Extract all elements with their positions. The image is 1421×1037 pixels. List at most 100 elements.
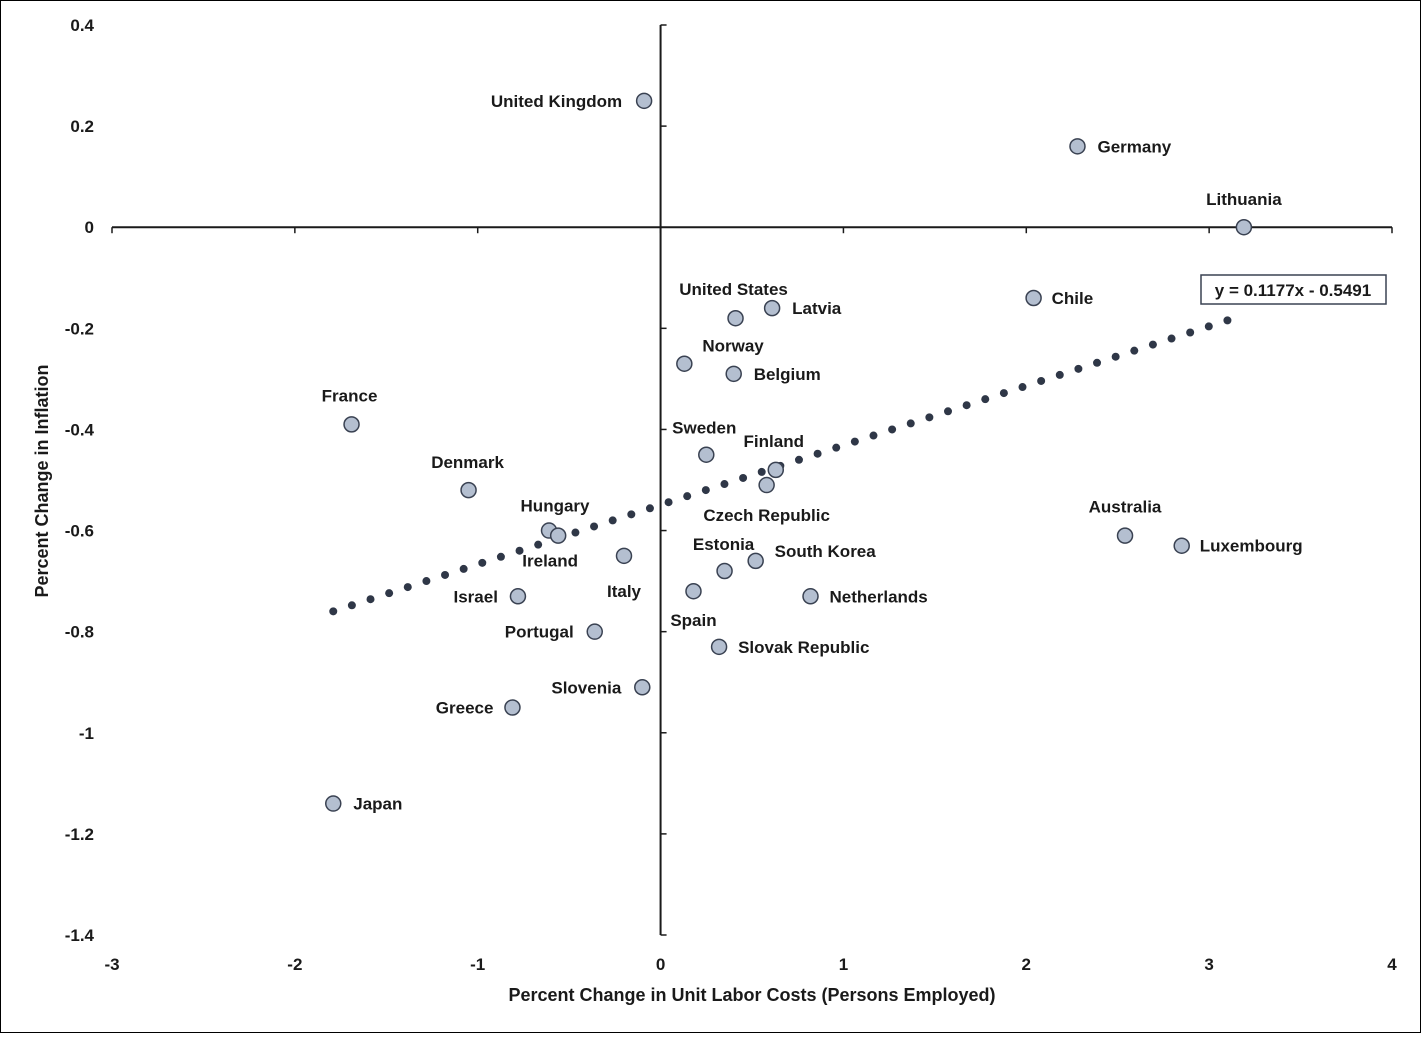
- x-axis-title: Percent Change in Unit Labor Costs (Pers…: [508, 985, 995, 1005]
- x-tick-label: 2: [1022, 955, 1031, 974]
- y-tick-label: 0.4: [70, 16, 94, 35]
- point-label-australia: Australia: [1089, 498, 1162, 517]
- trendline-equation-label: y = 0.1177x - 0.5491: [1215, 281, 1371, 300]
- point-label-portugal: Portugal: [505, 623, 574, 642]
- trendline-dot: [1111, 352, 1120, 361]
- data-point-spain: [685, 582, 702, 600]
- x-tick-label: 4: [1387, 955, 1397, 974]
- data-point-south-korea: [747, 552, 764, 570]
- y-tick-label: 0.2: [70, 117, 94, 136]
- trendline-dot: [720, 480, 729, 489]
- x-tick-label: -3: [104, 955, 119, 974]
- point-label-south-korea: South Korea: [775, 542, 877, 561]
- point-label-finland: Finland: [744, 432, 804, 451]
- point-label-chile: Chile: [1052, 289, 1094, 308]
- point-label-united-kingdom: United Kingdom: [491, 92, 622, 111]
- data-point-united-kingdom: [635, 92, 653, 110]
- data-point-latvia: [763, 299, 781, 317]
- data-point-italy: [615, 547, 633, 565]
- trendline-equation-frame: [1200, 274, 1387, 305]
- x-tick-label: -2: [287, 955, 302, 974]
- trendline-dot: [645, 504, 654, 513]
- trendline-dot: [1074, 364, 1083, 373]
- y-tick-label: -0.2: [65, 319, 94, 338]
- trendline-dot: [1204, 322, 1213, 331]
- trendline-equation-box: y = 0.1177x - 0.5491: [1200, 274, 1387, 305]
- data-point-australia: [1116, 527, 1134, 544]
- y-tick-label: -1: [79, 724, 94, 743]
- trendline-dot: [347, 601, 356, 610]
- data-point-france: [343, 416, 360, 433]
- trendline-dot: [1018, 383, 1027, 392]
- y-tick-label: -0.8: [65, 623, 94, 642]
- data-point-slovenia: [634, 679, 651, 696]
- point-label-lithuania: Lithuania: [1206, 190, 1282, 209]
- data-point-ireland: [549, 527, 567, 544]
- x-tick-label: -1: [470, 955, 485, 974]
- data-point-germany: [1069, 138, 1086, 155]
- data-point-denmark: [460, 481, 477, 499]
- trendline-dot: [329, 607, 338, 616]
- point-label-czech-republic: Czech Republic: [703, 506, 830, 525]
- trendline-dot: [832, 443, 841, 452]
- data-points: [325, 92, 1253, 812]
- point-label-united-states: United States: [679, 280, 788, 299]
- trendline-dot: [925, 413, 934, 422]
- trendline-dot: [1037, 376, 1046, 385]
- data-point-united-states: [727, 309, 744, 327]
- point-label-belgium: Belgium: [754, 365, 821, 384]
- point-label-latvia: Latvia: [792, 299, 842, 318]
- point-label-slovenia: Slovenia: [551, 678, 621, 697]
- data-point-greece: [504, 699, 521, 716]
- trendline-dot: [366, 595, 375, 604]
- point-label-sweden: Sweden: [672, 419, 736, 438]
- point-label-japan: Japan: [353, 795, 402, 814]
- data-point-japan: [325, 795, 342, 812]
- trendline-dot: [1055, 370, 1064, 379]
- trendline-dot: [385, 589, 394, 598]
- point-label-spain: Spain: [670, 611, 716, 630]
- trendline-dot: [739, 473, 748, 482]
- data-point-slovak-republic: [710, 638, 728, 656]
- trendline-dot: [906, 419, 915, 428]
- data-point-belgium: [725, 365, 742, 383]
- data-point-luxembourg: [1173, 537, 1190, 554]
- data-point-sweden: [698, 446, 715, 463]
- trendline-dot: [627, 510, 636, 519]
- trendline-dot: [422, 577, 431, 586]
- trendline-dot: [571, 528, 580, 537]
- trendline-dot: [608, 516, 617, 525]
- data-point-israel: [509, 588, 527, 605]
- trendline-dot: [1167, 334, 1176, 343]
- trendline-dot: [813, 449, 822, 458]
- trendline-dot: [999, 389, 1008, 398]
- point-label-slovak-republic: Slovak Republic: [738, 638, 869, 657]
- x-tick-label: 0: [656, 955, 665, 974]
- data-point-portugal: [586, 623, 603, 640]
- trendline-dot: [496, 552, 505, 561]
- trendline-dot: [701, 486, 710, 495]
- data-point-netherlands: [802, 588, 819, 605]
- point-label-denmark: Denmark: [431, 453, 504, 472]
- point-label-estonia: Estonia: [693, 535, 755, 554]
- trendline-dot: [478, 558, 487, 567]
- data-point-finland: [767, 461, 785, 479]
- trendline-dot: [1130, 346, 1139, 355]
- trendline-dot: [944, 407, 952, 416]
- x-tick-label: 3: [1204, 955, 1213, 974]
- trendline-dot: [441, 570, 450, 579]
- axes-layer: -3 -2 -1 0 1 2 3 4 0.4 0.2 0 -0.2 -0.4 -0.6 -0.8 -1 -1.2…: [65, 16, 1398, 974]
- data-point-norway: [676, 355, 693, 372]
- trendline-dot: [1186, 328, 1195, 337]
- y-tick-label: -1.2: [65, 825, 94, 844]
- y-tick-label: -0.6: [65, 522, 94, 541]
- trendline-dot: [515, 546, 524, 555]
- point-label-norway: Norway: [702, 337, 764, 356]
- y-tick-label: -1.4: [65, 926, 95, 945]
- point-label-hungary: Hungary: [521, 497, 591, 516]
- trendline-dot: [962, 401, 971, 410]
- trendline-dot: [683, 492, 692, 501]
- point-label-ireland: Ireland: [522, 552, 578, 571]
